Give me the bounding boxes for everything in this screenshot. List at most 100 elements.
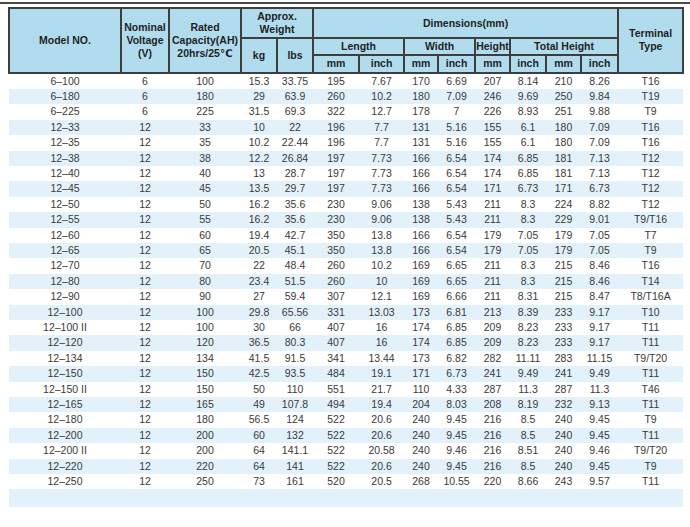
col-header-dimensions: Dimensions(mm) xyxy=(313,8,618,38)
table-cell: 287 xyxy=(475,382,510,397)
table-cell: 240 xyxy=(404,428,438,443)
table-cell: 287 xyxy=(546,382,581,397)
table-cell: 173 xyxy=(404,305,438,320)
table-cell: 6.69 xyxy=(438,73,475,89)
table-cell: 8.14 xyxy=(510,73,546,89)
table-cell: T11 xyxy=(618,474,683,489)
col-header-width: Width xyxy=(404,38,475,55)
table-cell: T9 xyxy=(618,104,683,119)
table-row: 12–9012902759.430712.11696.662118.312158… xyxy=(9,289,683,304)
table-cell: 9.84 xyxy=(581,89,618,104)
table-cell: 520 xyxy=(313,474,359,489)
battery-spec-table: Model NO. Nominal Voltage (V) Rated Capa… xyxy=(8,7,684,507)
table-cell: 19.4 xyxy=(359,397,404,412)
table-row: 12–55125516.235.62309.061385.432118.3229… xyxy=(9,212,683,227)
table-cell: 211 xyxy=(475,258,510,273)
table-cell: T14 xyxy=(618,274,683,289)
table-cell: T9 xyxy=(618,412,683,427)
table-cell: T12 xyxy=(618,197,683,212)
table-cell: 166 xyxy=(404,151,438,166)
table-cell: 9.45 xyxy=(581,412,618,427)
table-cell: 241 xyxy=(475,366,510,381)
table-cell: 23.4 xyxy=(241,274,277,289)
table-cell: 124 xyxy=(277,412,313,427)
table-cell: 211 xyxy=(475,274,510,289)
table-cell: 20.5 xyxy=(359,474,404,489)
table-cell: 12 xyxy=(121,181,169,196)
table-cell: 31.5 xyxy=(241,104,277,119)
table-cell: 7.73 xyxy=(359,151,404,166)
table-cell: 45.1 xyxy=(277,243,313,258)
table-cell: 6 xyxy=(121,73,169,89)
table-cell: 230 xyxy=(313,212,359,227)
table-cell: 60 xyxy=(241,428,277,443)
table-row: 6–100610015.333.751957.671706.692078.142… xyxy=(9,73,683,89)
table-cell: 225 xyxy=(169,104,241,119)
table-cell: 6–225 xyxy=(9,104,121,119)
table-cell: 155 xyxy=(475,120,510,135)
table-cell: 12 xyxy=(121,443,169,458)
table-cell: 174 xyxy=(404,335,438,350)
table-cell: 6.81 xyxy=(438,305,475,320)
table-cell: 141.1 xyxy=(277,443,313,458)
table-cell: 12–33 xyxy=(9,120,121,135)
table-cell: 60 xyxy=(169,228,241,243)
table-cell: 131 xyxy=(404,135,438,150)
table-cell: 9.45 xyxy=(438,459,475,474)
table-row: 12–100 II121003066407161746.852098.23233… xyxy=(9,320,683,335)
table-row: 12–60126019.442.735013.81666.541797.0517… xyxy=(9,228,683,243)
table-cell: T8/T16A xyxy=(618,289,683,304)
table-cell: 216 xyxy=(475,443,510,458)
table-cell: 230 xyxy=(313,197,359,212)
table-cell: 215 xyxy=(546,274,581,289)
table-cell: 11.15 xyxy=(581,351,618,366)
table-cell: 12–40 xyxy=(9,166,121,181)
table-cell: 51.5 xyxy=(277,274,313,289)
table-cell: 19.1 xyxy=(359,366,404,381)
table-cell: 209 xyxy=(475,320,510,335)
table-cell: T9 xyxy=(618,459,683,474)
table-cell: 12 xyxy=(121,474,169,489)
table-cell: 107.8 xyxy=(277,397,313,412)
table-cell: 6.82 xyxy=(438,351,475,366)
table-cell: 9.17 xyxy=(581,305,618,320)
table-cell: 41.5 xyxy=(241,351,277,366)
table-cell: 171 xyxy=(546,181,581,196)
table-cell: 9.88 xyxy=(581,104,618,119)
col-header-kg: kg xyxy=(241,38,277,72)
table-cell: 12.7 xyxy=(359,104,404,119)
table-cell: 522 xyxy=(313,443,359,458)
table-cell: 7.05 xyxy=(510,228,546,243)
table-cell: 331 xyxy=(313,305,359,320)
table-cell: 6.85 xyxy=(438,335,475,350)
table-cell: 12–250 xyxy=(9,474,121,489)
unit-totalheight-inch2: inch xyxy=(581,55,618,72)
table-cell: 110 xyxy=(404,382,438,397)
table-cell: 12–65 xyxy=(9,243,121,258)
table-cell: T9/T20 xyxy=(618,443,683,458)
table-cell: 224 xyxy=(546,197,581,212)
table-cell: 100 xyxy=(169,320,241,335)
table-cell: T16 xyxy=(618,120,683,135)
table-cell: 45 xyxy=(169,181,241,196)
table-cell: 12.1 xyxy=(359,289,404,304)
table-cell: 180 xyxy=(169,412,241,427)
table-cell: 64 xyxy=(241,443,277,458)
table-cell: T46 xyxy=(618,382,683,397)
table-cell: 12–90 xyxy=(9,289,121,304)
table-cell: 7.09 xyxy=(581,120,618,135)
table-cell: 22 xyxy=(241,258,277,273)
table-cell: 20.6 xyxy=(359,459,404,474)
table-cell: T10 xyxy=(618,305,683,320)
col-header-height: Height xyxy=(475,38,510,55)
table-cell: 7.09 xyxy=(581,135,618,150)
table-cell: 12 xyxy=(121,212,169,227)
table-cell: T12 xyxy=(618,151,683,166)
table-cell: 6 xyxy=(121,89,169,104)
table-cell: 6.1 xyxy=(510,120,546,135)
table-cell: 10.2 xyxy=(359,258,404,273)
table-cell: 120 xyxy=(169,335,241,350)
table-cell: 229 xyxy=(546,212,581,227)
table-cell: 7.73 xyxy=(359,181,404,196)
table-cell: 7.13 xyxy=(581,151,618,166)
